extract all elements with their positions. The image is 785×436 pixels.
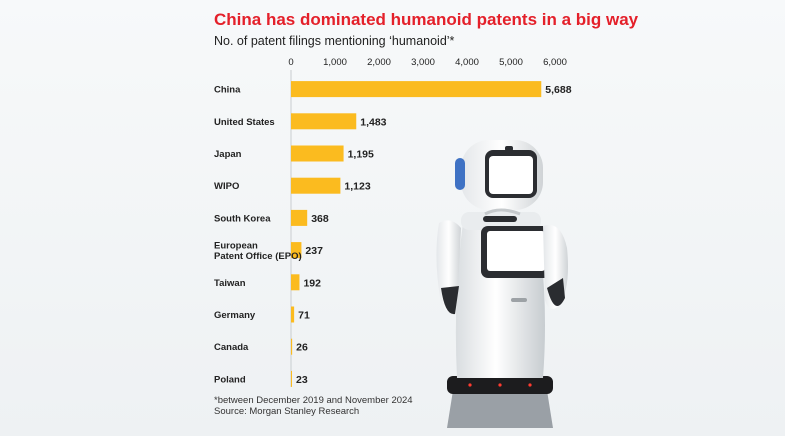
value-label: 1,195 <box>348 149 374 161</box>
value-label: 23 <box>296 374 308 386</box>
category-label: Japan <box>214 149 242 160</box>
category-label: Canada <box>214 342 249 353</box>
x-tick-label: 5,000 <box>499 57 523 68</box>
category-label: Germany <box>214 310 256 321</box>
chart-footnote: *between December 2019 and November 2024… <box>214 395 413 417</box>
source-text: Source: Morgan Stanley Research <box>214 406 360 417</box>
bar <box>291 209 308 226</box>
robot-illustration <box>436 140 568 428</box>
bar <box>291 145 344 162</box>
x-tick-label: 0 <box>288 57 293 68</box>
x-tick-label: 6,000 <box>543 57 567 68</box>
value-label: 192 <box>303 277 321 289</box>
category-label: China <box>214 85 241 96</box>
value-label: 26 <box>296 342 308 354</box>
category-label: Poland <box>214 374 246 385</box>
bar <box>291 274 300 291</box>
value-label: 1,483 <box>360 116 386 128</box>
footnote-text: *between December 2019 and November 2024 <box>214 395 413 406</box>
x-tick-label: 4,000 <box>455 57 479 68</box>
category-label: European Patent Office (EPO) <box>214 240 302 262</box>
value-label: 237 <box>305 245 323 257</box>
x-tick-label: 1,000 <box>323 57 347 68</box>
bar <box>291 370 293 387</box>
bar <box>291 242 302 259</box>
chart-title: China has dominated humanoid patents in … <box>214 10 639 29</box>
chart-subtitle: No. of patent filings mentioning ‘humano… <box>214 34 455 48</box>
category-label: United States <box>214 117 275 128</box>
bar <box>291 113 357 130</box>
x-tick-label: 3,000 <box>411 57 435 68</box>
category-label: South Korea <box>214 213 271 224</box>
bar <box>291 338 293 355</box>
bar <box>291 81 542 98</box>
bar <box>291 306 295 323</box>
value-label: 1,123 <box>344 181 370 193</box>
category-label: Taiwan <box>214 278 246 289</box>
category-label: WIPO <box>214 181 239 192</box>
value-label: 368 <box>311 213 329 225</box>
value-label: 5,688 <box>545 84 571 96</box>
value-label: 71 <box>298 310 310 322</box>
x-tick-label: 2,000 <box>367 57 391 68</box>
bar <box>291 177 341 194</box>
